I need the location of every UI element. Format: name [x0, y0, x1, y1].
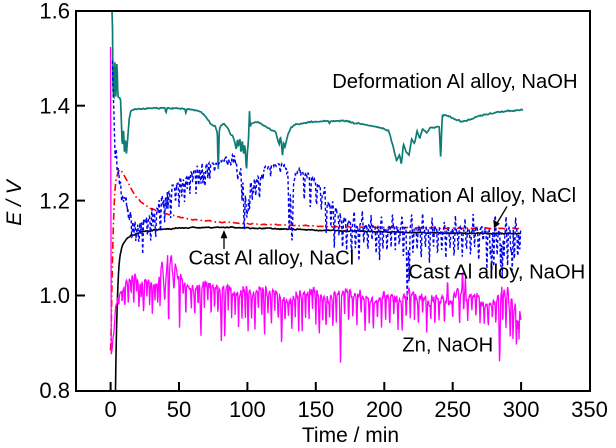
svg-text:Cast Al alloy, NaOH: Cast Al alloy, NaOH: [408, 261, 585, 283]
svg-text:350: 350: [571, 397, 608, 422]
svg-text:200: 200: [366, 397, 403, 422]
svg-text:50: 50: [167, 397, 191, 422]
svg-text:1.2: 1.2: [39, 188, 70, 213]
svg-text:300: 300: [503, 397, 540, 422]
svg-text:Cast Al alloy, NaCl: Cast Al alloy, NaCl: [189, 248, 355, 270]
svg-text:0.8: 0.8: [39, 378, 70, 403]
svg-text:Time / min: Time / min: [302, 424, 399, 447]
svg-text:1.4: 1.4: [39, 93, 70, 118]
svg-text:Deformation Al alloy, NaCl: Deformation Al alloy, NaCl: [342, 185, 576, 207]
svg-text:Zn, NaOH: Zn, NaOH: [402, 335, 493, 357]
svg-text:150: 150: [297, 397, 334, 422]
svg-text:0: 0: [104, 397, 116, 422]
svg-text:Deformation Al alloy, NaOH: Deformation Al alloy, NaOH: [332, 71, 577, 93]
svg-text:E / V: E / V: [3, 178, 26, 226]
svg-text:100: 100: [229, 397, 266, 422]
svg-text:1.6: 1.6: [39, 0, 70, 24]
svg-text:250: 250: [434, 397, 471, 422]
svg-text:1.0: 1.0: [39, 283, 70, 308]
